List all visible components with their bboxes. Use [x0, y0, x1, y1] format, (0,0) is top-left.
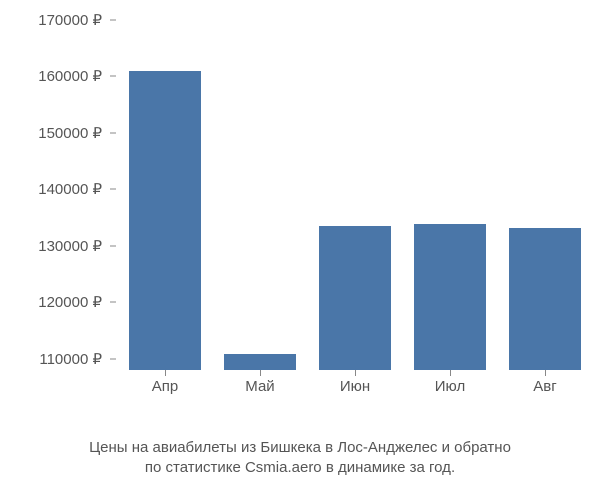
bar: [414, 224, 486, 370]
plot-area: [115, 20, 590, 370]
chart-caption: Цены на авиабилеты из Бишкека в Лос-Андж…: [0, 438, 600, 479]
x-tick-mark: [450, 370, 451, 376]
caption-line-2: по статистике Csmia.aero в динамике за г…: [145, 459, 455, 476]
x-tick-mark: [545, 370, 546, 376]
y-tick-label: 150000 ₽: [10, 124, 110, 142]
y-tick-label: 170000 ₽: [10, 11, 110, 29]
y-tick-label: 140000 ₽: [10, 180, 110, 198]
x-tick-mark: [165, 370, 166, 376]
y-tick-label: 160000 ₽: [10, 67, 110, 85]
bar: [224, 354, 296, 370]
bar: [319, 226, 391, 370]
y-tick-label: 120000 ₽: [10, 293, 110, 311]
x-tick-mark: [260, 370, 261, 376]
x-tick-label: Июн: [310, 378, 400, 395]
y-tick-label: 130000 ₽: [10, 237, 110, 255]
bar: [129, 71, 201, 370]
price-chart: 110000 ₽ 120000 ₽ 130000 ₽ 140000 ₽ 150000 ₽…: [10, 10, 590, 430]
bar: [509, 228, 581, 370]
x-tick-label: Июл: [405, 378, 495, 395]
y-tick-label: 110000 ₽: [10, 350, 110, 368]
caption-line-1: Цены на авиабилеты из Бишкека в Лос-Андж…: [89, 439, 511, 456]
x-tick-mark: [355, 370, 356, 376]
x-tick-label: Апр: [120, 378, 210, 395]
x-tick-label: Май: [215, 378, 305, 395]
x-tick-label: Авг: [500, 378, 590, 395]
